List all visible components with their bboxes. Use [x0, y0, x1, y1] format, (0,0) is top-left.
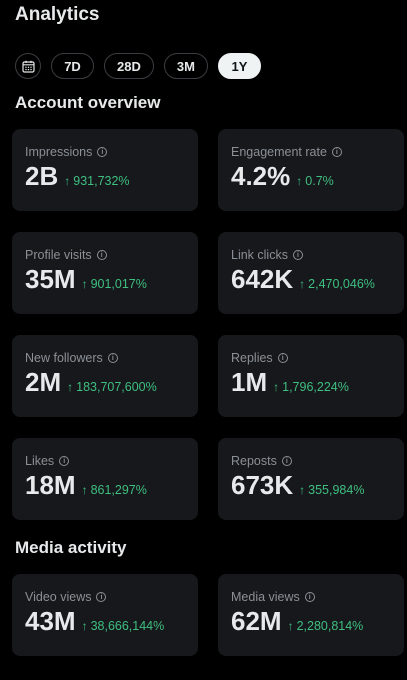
calendar-icon [21, 60, 35, 73]
metric-value: 673K [231, 470, 294, 500]
arrow-up-icon: ↑ [287, 619, 294, 633]
account-overview-title: Account overview [15, 93, 161, 112]
metric-delta: 183,707,600% [76, 380, 157, 394]
metric-card-likes[interactable]: Likes i 18M ↑ 861,297% [12, 438, 198, 520]
metric-label: Media views [231, 590, 300, 604]
arrow-up-icon: ↑ [296, 174, 303, 188]
metric-value: 2B [25, 161, 59, 191]
metric-label: Likes [25, 454, 55, 468]
arrow-up-icon: ↑ [81, 619, 88, 633]
metric-delta: 901,017% [90, 277, 147, 291]
metric-delta: 1,796,224% [282, 380, 349, 394]
info-icon[interactable]: i [96, 592, 107, 602]
info-icon[interactable]: i [304, 592, 315, 602]
metric-card-engagement-rate[interactable]: Engagement rate i 4.2% ↑ 0.7% [218, 129, 404, 211]
metric-delta: 38,666,144% [90, 619, 165, 633]
metric-label: Profile visits [25, 248, 92, 262]
arrow-up-icon: ↑ [81, 483, 88, 497]
range-7d-button[interactable]: 7D [51, 53, 94, 79]
calendar-button[interactable] [15, 53, 41, 79]
info-icon[interactable]: i [97, 147, 108, 157]
metric-value: 18M [25, 470, 76, 500]
info-icon[interactable]: i [59, 456, 70, 466]
metric-delta: 2,280,814% [296, 619, 364, 633]
metric-label: Replies [231, 351, 273, 365]
info-icon[interactable]: i [277, 353, 288, 363]
metric-value: 4.2% [231, 161, 291, 191]
info-icon[interactable]: i [292, 250, 303, 260]
metric-value: 642K [231, 264, 294, 294]
info-icon[interactable]: i [331, 147, 342, 157]
metric-value: 62M [231, 606, 282, 636]
arrow-up-icon: ↑ [64, 174, 71, 188]
date-range-selector: 7D 28D 3M 1Y [15, 53, 261, 79]
metric-label: Engagement rate [231, 145, 327, 159]
metric-label: Video views [25, 590, 92, 604]
metric-delta: 931,732% [73, 174, 130, 188]
range-3m-button[interactable]: 3M [163, 53, 208, 79]
metric-card-reposts[interactable]: Reposts i 673K ↑ 355,984% [218, 438, 404, 520]
arrow-up-icon: ↑ [67, 380, 74, 394]
arrow-up-icon: ↑ [299, 277, 306, 291]
info-icon[interactable]: i [107, 353, 118, 363]
metric-card-new-followers[interactable]: New followers i 2M ↑ 183,707,600% [12, 335, 198, 417]
arrow-up-icon: ↑ [299, 483, 306, 497]
metric-value: 43M [25, 606, 76, 636]
metric-card-profile-visits[interactable]: Profile visits i 35M ↑ 901,017% [12, 232, 198, 314]
metric-label: Reposts [231, 454, 277, 468]
metric-delta: 0.7% [305, 174, 334, 188]
arrow-up-icon: ↑ [81, 277, 88, 291]
range-28d-button[interactable]: 28D [104, 53, 154, 79]
metric-card-replies[interactable]: Replies i 1M ↑ 1,796,224% [218, 335, 404, 417]
metric-label: New followers [25, 351, 103, 365]
metric-card-video-views[interactable]: Video views i 43M ↑ 38,666,144% [12, 574, 198, 656]
metric-card-link-clicks[interactable]: Link clicks i 642K ↑ 2,470,046% [218, 232, 404, 314]
metric-card-impressions[interactable]: Impressions i 2B ↑ 931,732% [12, 129, 198, 211]
arrow-up-icon: ↑ [273, 380, 280, 394]
metric-delta: 355,984% [308, 483, 365, 497]
page-title: Analytics [15, 4, 100, 25]
info-icon[interactable]: i [96, 250, 107, 260]
media-activity-title: Media activity [15, 538, 127, 557]
metric-label: Link clicks [231, 248, 288, 262]
metric-value: 35M [25, 264, 76, 294]
metric-card-media-views[interactable]: Media views i 62M ↑ 2,280,814% [218, 574, 404, 656]
metric-label: Impressions [25, 145, 93, 159]
metric-delta: 861,297% [90, 483, 147, 497]
metric-delta: 2,470,046% [308, 277, 375, 291]
range-1y-button[interactable]: 1Y [217, 53, 261, 79]
info-icon[interactable]: i [281, 456, 292, 466]
metric-value: 2M [25, 367, 62, 397]
metric-value: 1M [231, 367, 268, 397]
